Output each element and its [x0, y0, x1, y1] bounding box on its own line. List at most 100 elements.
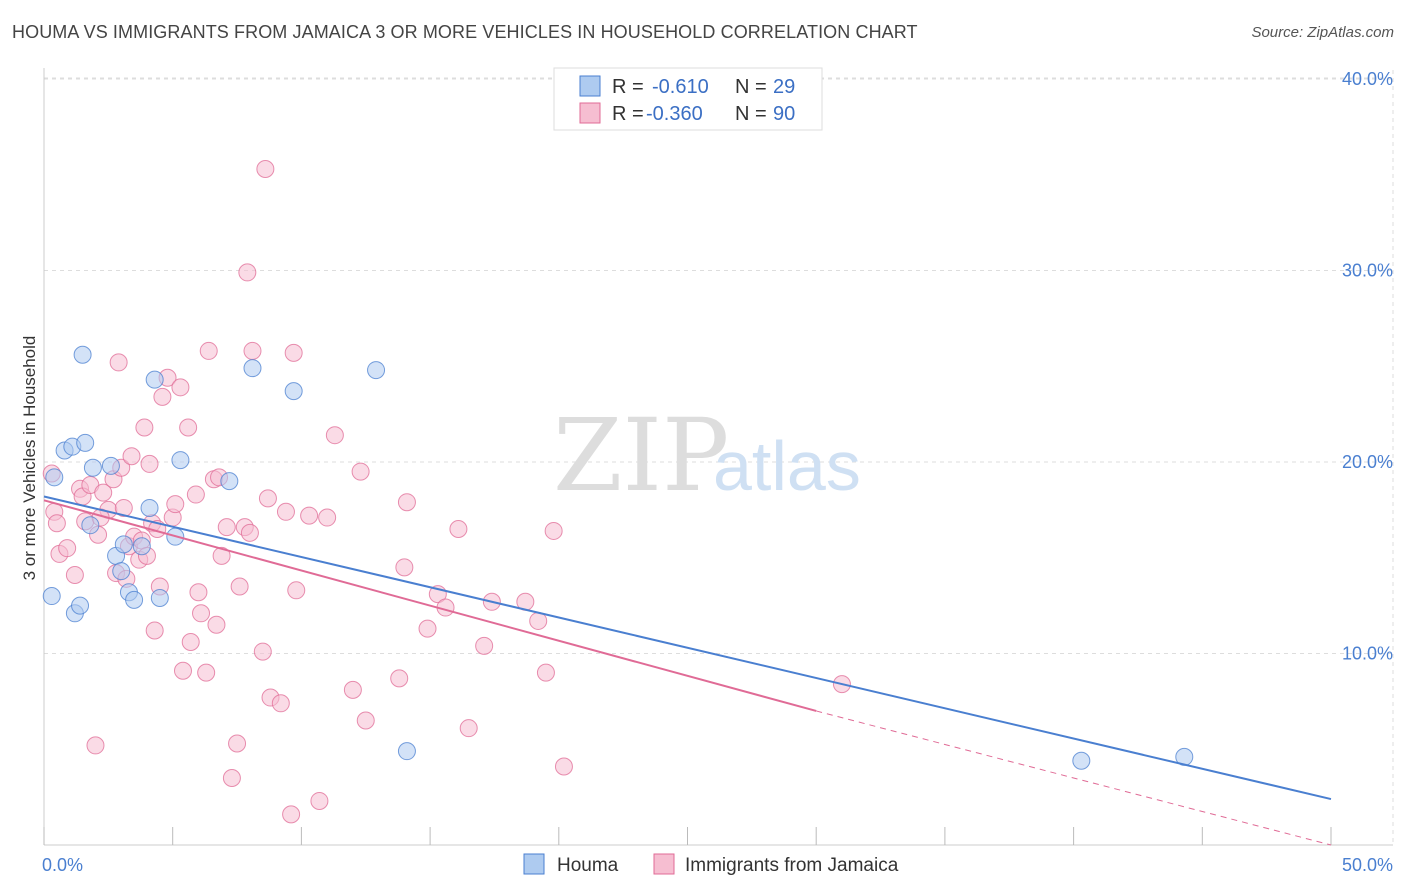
- watermark-atlas: atlas: [713, 427, 861, 505]
- jamaica-point-77: [475, 636, 494, 655]
- jamaica-point-26: [140, 454, 159, 473]
- houma-point-24: [284, 382, 303, 401]
- jamaica-trend-line: [43, 499, 817, 712]
- jamaica-point-47: [222, 768, 241, 787]
- y-tick-label-10: 10.0%: [1342, 644, 1393, 664]
- houma-point-12: [112, 562, 131, 581]
- legend-bottom-houma-label: Houma: [557, 855, 619, 876]
- jamaica-point-52: [240, 523, 259, 542]
- jamaica-point-83: [554, 757, 573, 776]
- houma-point-9: [83, 458, 102, 477]
- jamaica-point-46: [217, 518, 236, 537]
- jamaica-point-82: [544, 521, 563, 540]
- houma-point-21: [171, 451, 190, 470]
- legend-houma-n-value: 29: [773, 76, 795, 98]
- jamaica-point-62: [300, 506, 319, 525]
- jamaica-point-16: [109, 353, 128, 372]
- houma-point-13: [114, 535, 133, 554]
- jamaica-trend-line-extension: [816, 710, 1332, 846]
- jamaica-point-42: [199, 341, 218, 360]
- x-axis-ticks: [43, 827, 1332, 845]
- houma-point-22: [220, 472, 239, 491]
- axes: [43, 68, 1393, 846]
- jamaica-point-76: [459, 719, 478, 738]
- jamaica-point-59: [282, 805, 301, 824]
- legend-jamaica-r-label: R =: [612, 103, 644, 125]
- jamaica-point-53: [243, 341, 262, 360]
- houma-point-25: [397, 742, 416, 761]
- jamaica-point-33: [166, 495, 185, 514]
- houma-point-7: [76, 433, 95, 452]
- houma-point-18: [145, 370, 164, 389]
- y-tick-label-40: 40.0%: [1342, 69, 1393, 89]
- jamaica-point-5: [65, 565, 84, 584]
- legend-bottom-jamaica-label: Immigrants from Jamaica: [685, 855, 899, 876]
- jamaica-point-24: [135, 418, 154, 437]
- jamaica-point-48: [228, 734, 247, 753]
- houma-point-15: [125, 590, 144, 609]
- legend-houma-swatch: [579, 75, 601, 97]
- legend-jamaica-swatch: [579, 102, 601, 124]
- jamaica-point-69: [390, 669, 409, 688]
- jamaica-point-54: [253, 642, 272, 661]
- y-axis-label: 3 or more Vehicles in Household: [20, 336, 39, 581]
- houma-point-10: [101, 456, 120, 475]
- jamaica-point-37: [181, 633, 200, 652]
- y-axis-tick-labels: 10.0% 20.0% 30.0% 40.0%: [1342, 69, 1393, 664]
- jamaica-point-41: [197, 663, 216, 682]
- jamaica-point-45: [212, 546, 231, 565]
- jamaica-point-65: [325, 426, 344, 445]
- jamaica-point-81: [536, 663, 555, 682]
- jamaica-point-75: [449, 520, 468, 539]
- jamaica-point-68: [356, 711, 375, 730]
- jamaica-point-2: [47, 514, 66, 533]
- y-tick-label-30: 30.0%: [1342, 261, 1393, 281]
- chart-title: HOUMA VS IMMIGRANTS FROM JAMAICA 3 OR MO…: [12, 22, 918, 42]
- houma-point-8: [81, 516, 100, 535]
- jamaica-point-49: [230, 577, 249, 596]
- houma-point-23: [243, 359, 262, 378]
- x-tick-label-min: 0.0%: [42, 855, 83, 875]
- jamaica-point-10: [86, 736, 105, 755]
- jamaica-point-34: [171, 378, 190, 397]
- jamaica-point-60: [284, 343, 303, 362]
- jamaica-point-61: [287, 581, 306, 600]
- jamaica-point-20: [122, 447, 141, 466]
- jamaica-point-36: [179, 418, 198, 437]
- legend-top: R = -0.610 N = 29 R = -0.360 N = 90: [553, 67, 823, 131]
- jamaica-point-71: [397, 493, 416, 512]
- legend-houma-r-label: R =: [612, 76, 644, 98]
- jamaica-point-64: [318, 508, 337, 527]
- houma-point-26: [1072, 751, 1091, 770]
- legend-bottom-houma-swatch: [523, 853, 545, 875]
- jamaica-point-12: [94, 483, 113, 502]
- chart-source: Source: ZipAtlas.com: [1251, 24, 1394, 41]
- jamaica-point-55: [258, 489, 277, 508]
- jamaica-point-38: [186, 485, 205, 504]
- jamaica-point-70: [395, 558, 414, 577]
- houma-point-17: [140, 498, 159, 517]
- houma-point-5: [71, 596, 90, 615]
- jamaica-point-44: [207, 615, 226, 634]
- jamaica-point-39: [189, 583, 208, 602]
- legend-jamaica-n-label: N =: [735, 103, 767, 125]
- jamaica-point-67: [351, 462, 370, 481]
- houma-point-28: [367, 361, 386, 380]
- watermark-zip: ZIP: [553, 397, 729, 514]
- legend-bottom: Houma Immigrants from Jamaica: [523, 853, 899, 876]
- houma-point-6: [73, 345, 92, 364]
- jamaica-point-51: [238, 263, 257, 282]
- watermark: ZIP atlas: [553, 397, 861, 514]
- legend-houma-n-label: N =: [735, 76, 767, 98]
- jamaica-point-18: [114, 498, 133, 517]
- legend-jamaica-r-value: -0.360: [646, 103, 703, 125]
- jamaica-point-35: [173, 661, 192, 680]
- jamaica-point-66: [343, 680, 362, 699]
- jamaica-point-57: [271, 694, 290, 713]
- legend-jamaica-n-value: 90: [773, 103, 795, 125]
- x-tick-label-max: 50.0%: [1342, 855, 1393, 875]
- jamaica-point-28: [145, 621, 164, 640]
- houma-point-0: [42, 587, 61, 606]
- y-tick-label-20: 20.0%: [1342, 452, 1393, 472]
